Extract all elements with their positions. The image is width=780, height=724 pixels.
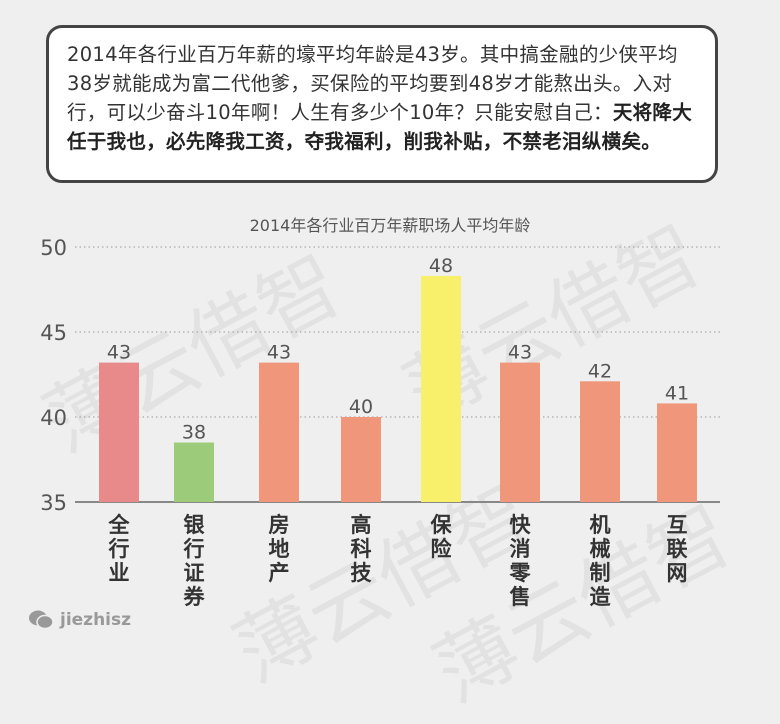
bar (580, 381, 620, 502)
wechat-icon (29, 610, 54, 630)
bar (174, 442, 214, 502)
data-label: 48 (429, 255, 453, 277)
data-label: 38 (182, 422, 206, 444)
data-label: 43 (267, 342, 291, 364)
data-label: 43 (107, 342, 131, 364)
x-tick-label: 保险 (430, 513, 452, 561)
data-label: 40 (349, 396, 373, 418)
x-tick-label: 高科技 (350, 513, 372, 585)
y-tick-label: 50 (40, 236, 67, 260)
y-tick-label: 45 (40, 321, 67, 345)
bar (657, 403, 697, 502)
y-tick-label: 40 (40, 406, 67, 430)
bar (99, 362, 139, 502)
commentary-bold-text: 天将降大任于我也，必先降我工资，夺我福利，削我补贴，不禁老泪纵横矣。 (67, 101, 693, 153)
x-tick-label: 机械制造 (589, 513, 611, 609)
x-tick-label: 银行证券 (183, 513, 205, 609)
commentary-box: 2014年各行业百万年薪的壕平均年龄是43岁。其中搞金融的少侠平均38岁就能成为… (46, 25, 718, 183)
bar (259, 362, 299, 502)
bar (421, 275, 461, 502)
brand: jiezhisz (28, 610, 131, 630)
x-tick-label: 全行业 (108, 513, 130, 585)
x-tick-label: 快消零售 (509, 513, 531, 609)
bar (500, 362, 540, 502)
data-label: 42 (588, 360, 612, 382)
brand-handle: jiezhisz (60, 610, 132, 630)
commentary-text: 2014年各行业百万年薪的壕平均年龄是43岁。其中搞金融的少侠平均38岁就能成为… (67, 43, 678, 124)
x-tick-label: 房地产 (268, 513, 290, 585)
chart-title: 2014年各行业百万年薪职场人平均年龄 (249, 216, 531, 235)
data-label: 41 (665, 382, 689, 404)
x-tick-label: 互联网 (666, 513, 688, 585)
y-tick-label: 35 (40, 491, 67, 515)
bar-chart: 35 40 45 50 43 38 43 40 48 43 42 41 (40, 236, 720, 515)
bar (341, 417, 381, 502)
data-label: 43 (508, 342, 532, 364)
